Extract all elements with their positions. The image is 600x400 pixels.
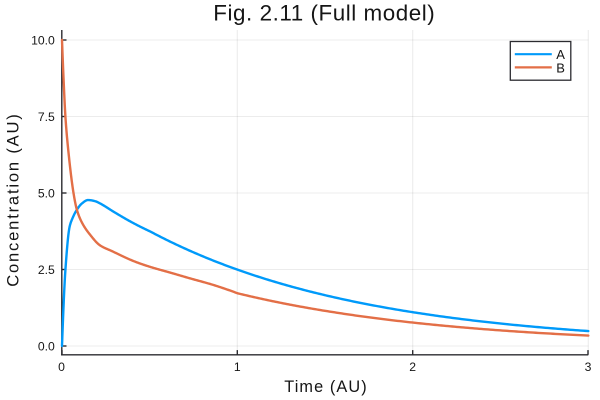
svg-text:3: 3 bbox=[585, 360, 592, 374]
svg-text:Fig. 2.11 (Full model): Fig. 2.11 (Full model) bbox=[213, 0, 435, 25]
svg-text:2.5: 2.5 bbox=[38, 263, 55, 277]
svg-text:10.0: 10.0 bbox=[31, 33, 55, 47]
svg-text:7.5: 7.5 bbox=[38, 110, 55, 124]
svg-text:Concentration (AU): Concentration (AU) bbox=[3, 112, 22, 286]
svg-text:0: 0 bbox=[58, 360, 65, 374]
svg-text:B: B bbox=[556, 60, 565, 75]
svg-text:2: 2 bbox=[409, 360, 416, 374]
svg-text:A: A bbox=[556, 47, 565, 62]
svg-text:0.0: 0.0 bbox=[38, 339, 55, 353]
svg-text:Time (AU): Time (AU) bbox=[284, 378, 367, 396]
svg-text:5.0: 5.0 bbox=[38, 186, 55, 200]
svg-text:1: 1 bbox=[234, 360, 241, 374]
